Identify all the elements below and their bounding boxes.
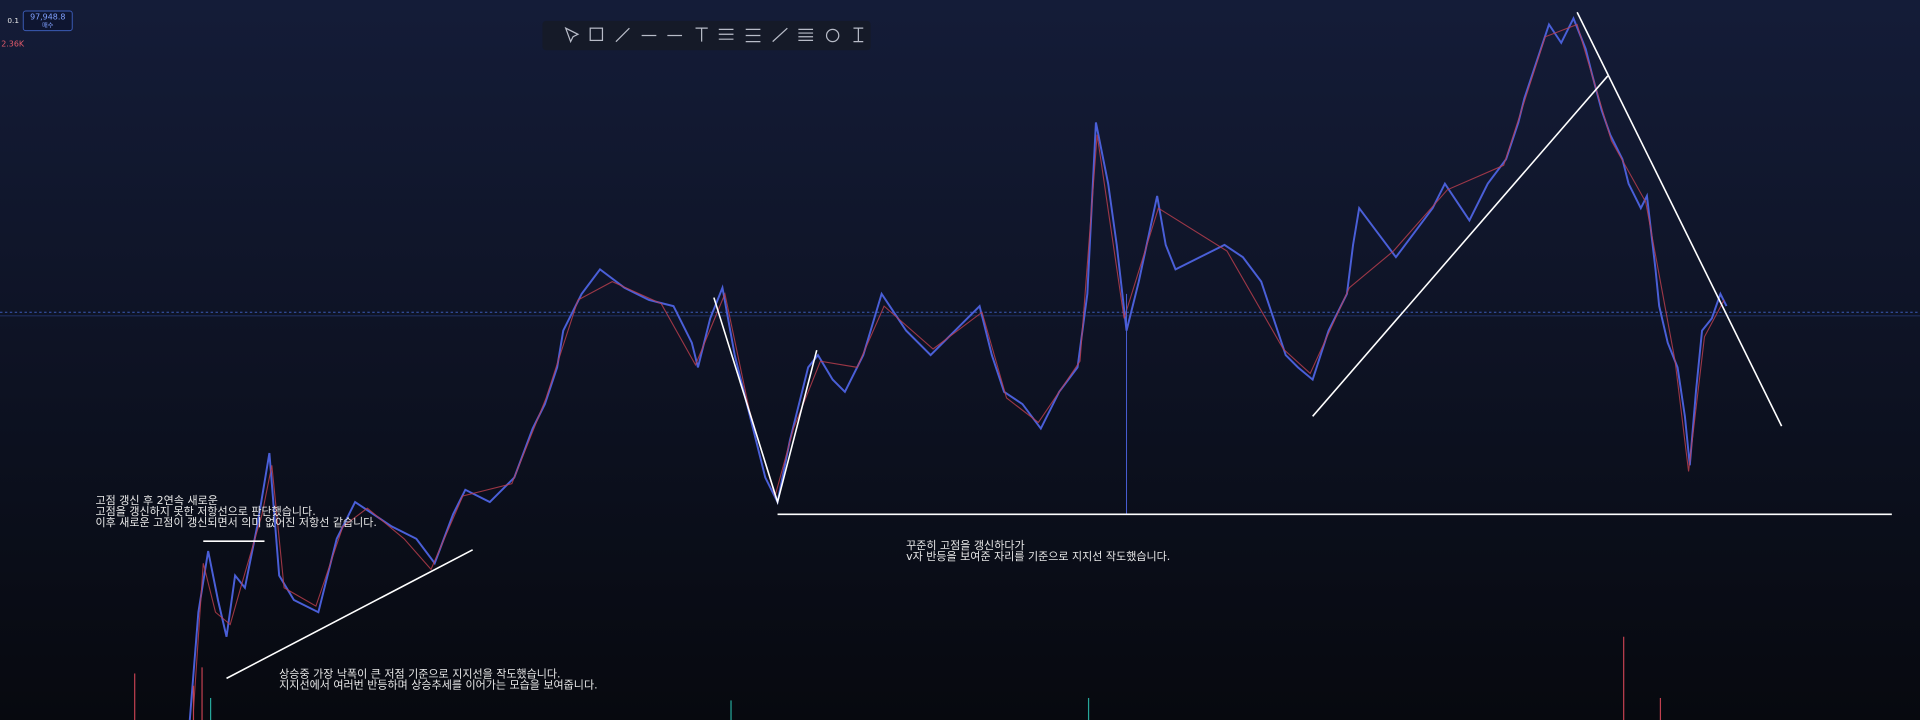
volume-bars xyxy=(134,636,1662,720)
note-text: 지지선에서 여러번 반등하며 상승추세를 이어가는 모습을 보여줍니다. xyxy=(279,678,597,692)
price-series xyxy=(188,15,1728,720)
cursor-tool[interactable] xyxy=(564,26,580,44)
price-box[interactable] xyxy=(22,10,73,32)
line-tool[interactable] xyxy=(615,27,630,43)
price-sub: 매수 xyxy=(42,22,54,30)
drawings xyxy=(203,11,1892,680)
support-trendline[interactable] xyxy=(226,549,474,680)
fib-tool[interactable] xyxy=(718,28,734,40)
price: 97,948.8 xyxy=(30,13,65,22)
rect-tool[interactable] xyxy=(589,27,604,42)
v-reversal[interactable] xyxy=(713,297,818,505)
circle-tool[interactable] xyxy=(825,28,840,43)
note-text: v자 반등을 보여준 자리를 기준으로 지지선 작도했습니다. xyxy=(906,550,1170,563)
annotations: 고점 갱신 후 2연속 새로운 고점을 갱신하지 못한 저항선으로 판단했습니다… xyxy=(96,494,1171,692)
measure-tool[interactable] xyxy=(853,27,864,43)
text-tool[interactable] xyxy=(695,27,708,42)
note-text: 고점을 갱신하지 못한 저항선으로 판단했습니다. xyxy=(96,504,316,518)
note-text: 이후 새로운 고점이 갱신되면서 의미 없어진 저항선 같습니다. xyxy=(96,516,377,529)
toolbar xyxy=(542,20,871,51)
rising-trendline[interactable] xyxy=(1312,75,1609,417)
note-text: 꾸준히 고점을 갱신하다가 xyxy=(906,538,1024,552)
candles-down xyxy=(192,23,1725,711)
note-text: 고점 갱신 후 2연속 새로운 xyxy=(96,494,218,507)
volume: 2.36K xyxy=(1,40,25,49)
brush-tool[interactable] xyxy=(772,27,788,43)
interval: 0.1 xyxy=(7,16,19,25)
channel-tool[interactable] xyxy=(745,28,761,43)
note-text: 상승중 가장 낙폭이 큰 저점 기준으로 지지선을 작도했습니다. xyxy=(279,668,560,681)
toolbar-bg xyxy=(542,20,871,51)
pattern-tool[interactable] xyxy=(798,28,814,42)
falling-trendline[interactable] xyxy=(1576,11,1783,427)
